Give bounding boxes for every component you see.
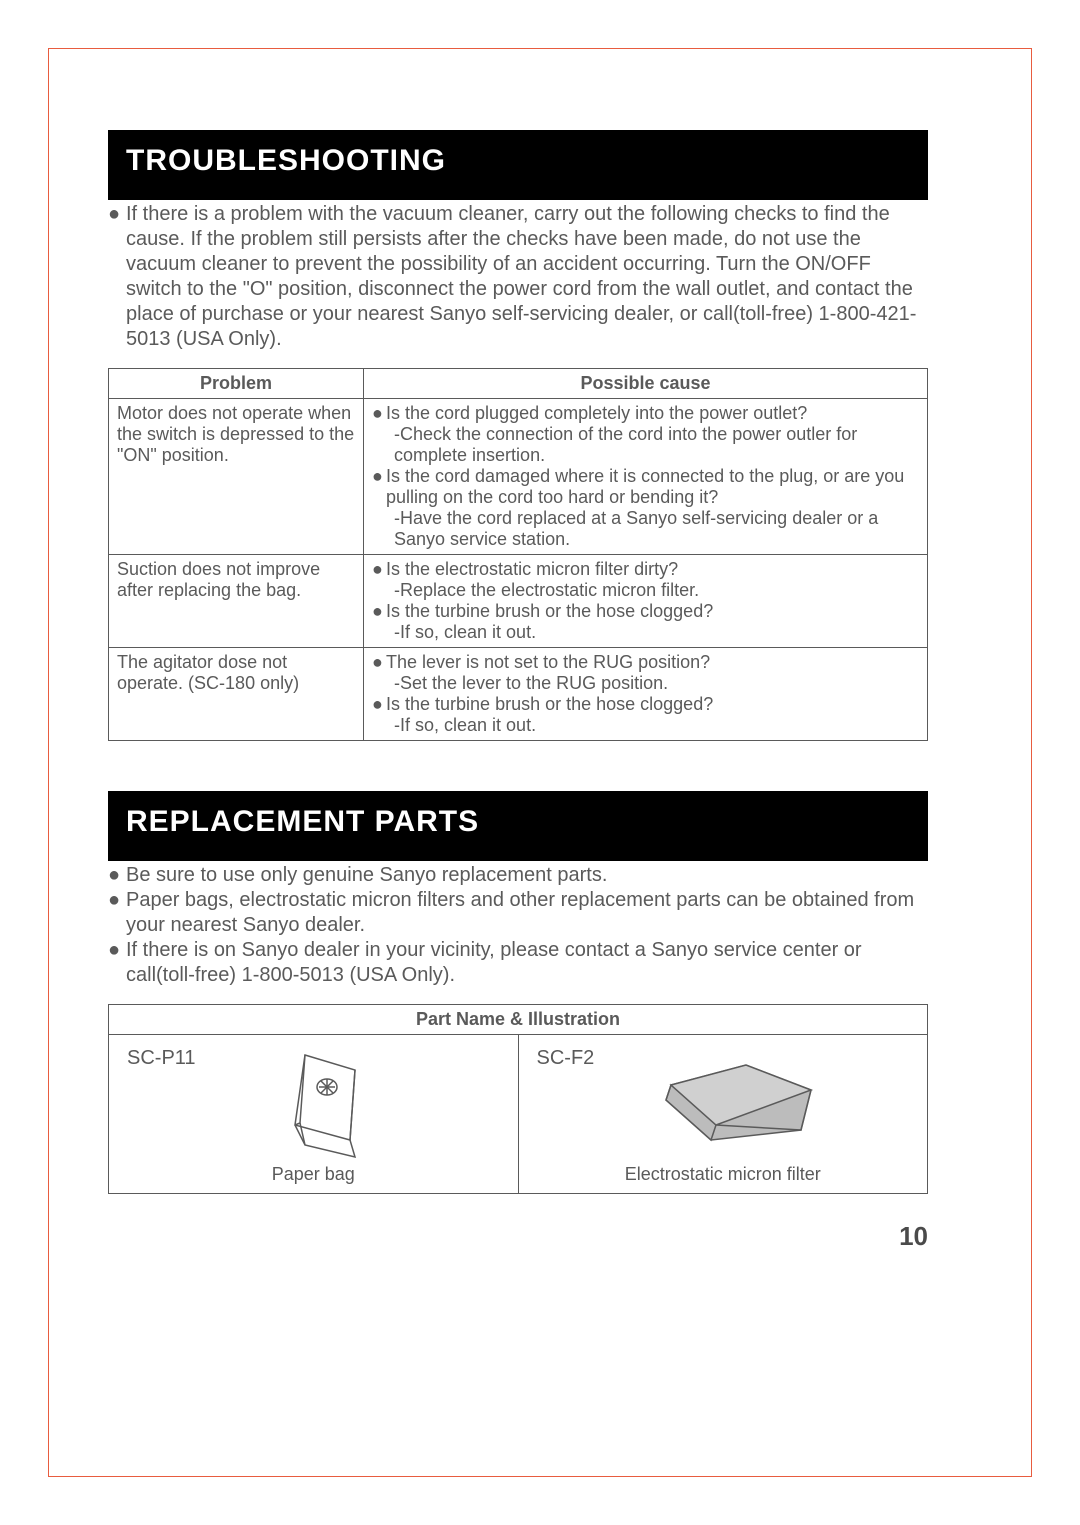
- table-row: Motor does not operate when the switch i…: [109, 399, 928, 555]
- bullet-icon: ●: [108, 202, 126, 352]
- bullet-icon: ●: [108, 938, 126, 988]
- bullet-text: If there is on Sanyo dealer in your vici…: [126, 938, 928, 988]
- col-header-cause: Possible cause: [364, 369, 928, 399]
- cause-a: -Replace the electrostatic micron filter…: [386, 580, 699, 601]
- cause-q: Is the electrostatic micron filter dirty…: [386, 559, 678, 579]
- col-header-problem: Problem: [109, 369, 364, 399]
- bullet-icon: ●: [372, 694, 386, 736]
- bullet-text: Be sure to use only genuine Sanyo replac…: [126, 863, 607, 888]
- troubleshooting-intro: ● If there is a problem with the vacuum …: [108, 202, 928, 352]
- cause-q: The lever is not set to the RUG position…: [386, 652, 710, 672]
- cause-q: Is the turbine brush or the hose clogged…: [386, 694, 713, 714]
- cause-q: Is the cord damaged where it is connecte…: [386, 466, 904, 507]
- parts-table-header: Part Name & Illustration: [108, 1004, 928, 1034]
- page-number: 10: [899, 1221, 928, 1252]
- bullet-icon: ●: [372, 466, 386, 550]
- cause-q: Is the cord plugged completely into the …: [386, 403, 807, 423]
- part-label: Paper bag: [109, 1164, 518, 1185]
- bullet-icon: ●: [372, 601, 386, 643]
- bullet-icon: ●: [372, 403, 386, 466]
- troubleshooting-table: Problem Possible cause Motor does not op…: [108, 368, 928, 741]
- problem-cell: Motor does not operate when the switch i…: [109, 399, 364, 555]
- troubleshooting-header: TROUBLESHOOTING: [108, 130, 928, 200]
- cause-a: -Have the cord replaced at a Sanyo self-…: [386, 508, 919, 550]
- replacement-header: REPLACEMENT PARTS: [108, 791, 928, 861]
- bullet-icon: ●: [372, 559, 386, 601]
- bullet-icon: ●: [108, 888, 126, 938]
- intro-text: If there is a problem with the vacuum cl…: [126, 202, 928, 352]
- cause-a: -Check the connection of the cord into t…: [386, 424, 919, 466]
- replacement-bullets: ●Be sure to use only genuine Sanyo repla…: [108, 863, 928, 988]
- part-code: SC-F2: [537, 1047, 595, 1070]
- problem-cell: Suction does not improve after replacing…: [109, 555, 364, 648]
- paper-bag-icon: [265, 1045, 385, 1170]
- problem-cell: The agitator dose not operate. (SC-180 o…: [109, 648, 364, 741]
- bullet-icon: ●: [108, 863, 126, 888]
- part-code: SC-P11: [127, 1047, 196, 1070]
- cause-cell: ●Is the cord plugged completely into the…: [364, 399, 928, 555]
- cause-a: -If so, clean it out.: [386, 622, 713, 643]
- part-cell: SC-F2 Electrostatic micron filter: [518, 1035, 928, 1193]
- cause-a: -If so, clean it out.: [386, 715, 713, 736]
- part-label: Electrostatic micron filter: [519, 1164, 928, 1185]
- filter-icon: [651, 1045, 831, 1160]
- table-row: Suction does not improve after replacing…: [109, 555, 928, 648]
- bullet-text: Paper bags, electrostatic micron filters…: [126, 888, 928, 938]
- cause-cell: ●The lever is not set to the RUG positio…: [364, 648, 928, 741]
- cause-a: -Set the lever to the RUG position.: [386, 673, 710, 694]
- cause-cell: ●Is the electrostatic micron filter dirt…: [364, 555, 928, 648]
- table-row: The agitator dose not operate. (SC-180 o…: [109, 648, 928, 741]
- page-content: TROUBLESHOOTING ● If there is a problem …: [108, 130, 928, 1194]
- parts-row: SC-P11 Pap: [108, 1034, 928, 1194]
- part-cell: SC-P11 Pap: [109, 1035, 518, 1193]
- bullet-icon: ●: [372, 652, 386, 694]
- cause-q: Is the turbine brush or the hose clogged…: [386, 601, 713, 621]
